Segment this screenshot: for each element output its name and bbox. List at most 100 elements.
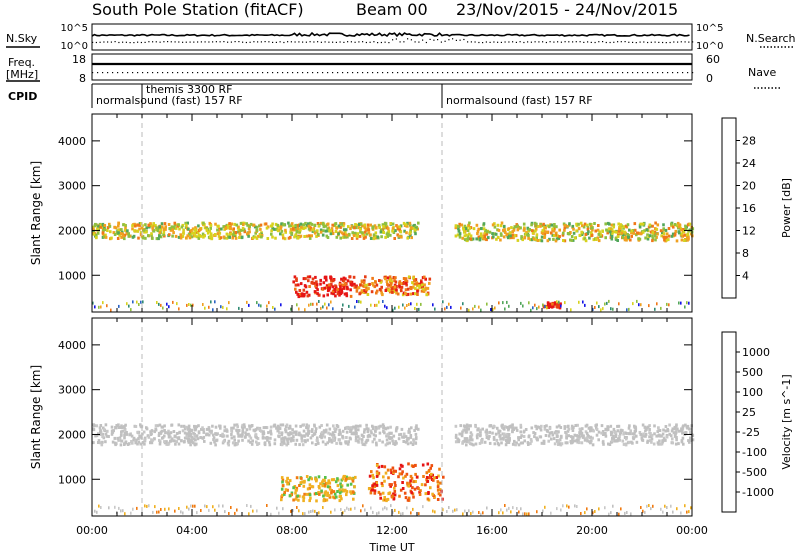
range-gate-cell: [472, 443, 475, 447]
range-gate-cell: [391, 290, 394, 294]
range-gate-cell: [468, 509, 470, 513]
range-gate-cell: [595, 428, 599, 431]
range-gate-cell: [286, 482, 289, 486]
range-gate-cell: [675, 424, 678, 428]
range-gate-cell: [567, 424, 570, 428]
range-gate-cell: [304, 308, 306, 312]
range-gate-cell: [376, 235, 379, 239]
n-search-point: [572, 41, 574, 43]
range-gate-cell: [572, 227, 575, 231]
range-gate-cell: [144, 223, 147, 227]
range-gate-cell: [501, 423, 504, 427]
range-gate-cell: [534, 229, 537, 233]
range-gate-cell: [249, 440, 252, 444]
range-gate-cell: [269, 425, 273, 429]
range-gate-cell: [570, 238, 574, 242]
range-gate-cell: [665, 232, 669, 236]
range-gate-cell: [209, 235, 212, 239]
range-gate-cell: [468, 308, 470, 312]
nave-point: [657, 72, 659, 74]
n-search-point: [140, 41, 142, 44]
range-gate-cell: [385, 280, 389, 283]
nave-point: [467, 72, 469, 74]
range-gate-cell: [631, 432, 635, 436]
range-gate-cell: [195, 235, 199, 239]
range-gate-cell: [382, 429, 385, 433]
range-gate-cell: [552, 234, 556, 238]
n-search-point: [617, 41, 619, 43]
range-gate-cell: [258, 233, 262, 237]
range-gate-cell: [551, 233, 555, 237]
range-gate-cell: [169, 228, 173, 232]
range-gate-cell: [236, 425, 239, 429]
range-gate-cell: [398, 228, 402, 232]
range-gate-cell: [226, 226, 229, 230]
range-gate-cell: [426, 479, 430, 483]
range-gate-cell: [531, 231, 535, 235]
range-gate-cell: [102, 229, 105, 233]
range-gate-cell: [609, 424, 613, 428]
range-gate-cell: [618, 435, 621, 438]
range-gate-cell: [553, 227, 556, 231]
range-gate-cell: [463, 234, 467, 238]
range-gate-cell: [430, 472, 433, 476]
range-gate-cell: [136, 430, 139, 434]
range-gate-cell: [294, 283, 298, 287]
range-gate-cell: [295, 279, 298, 282]
range-gate-cell: [486, 302, 488, 306]
range-gate-cell: [437, 492, 441, 496]
range-gate-cell: [547, 304, 550, 308]
range-gate-cell: [688, 222, 692, 226]
range-gate-cell: [652, 442, 656, 446]
range-gate-cell: [478, 434, 482, 438]
range-gate-cell: [501, 436, 504, 440]
nave-point: [312, 72, 314, 74]
range-gate-cell: [551, 227, 554, 231]
range-gate-cell: [557, 441, 560, 445]
range-gate-cell: [118, 304, 120, 308]
range-gate-cell: [534, 227, 538, 231]
range-gate-cell: [186, 505, 188, 509]
range-gate-cell: [462, 302, 464, 306]
range-gate-cell: [585, 431, 589, 435]
range-gate-cell: [625, 238, 628, 242]
range-gate-cell: [290, 491, 294, 495]
range-gate-cell: [639, 432, 642, 436]
range-gate-cell: [424, 286, 428, 290]
range-gate-cell: [360, 509, 362, 513]
range-gate-cell: [298, 443, 301, 447]
range-gate-cell: [419, 489, 422, 493]
range-gate-cell: [498, 434, 501, 438]
range-gate-cell: [382, 426, 385, 430]
range-gate-cell: [686, 235, 689, 239]
range-gate-cell: [462, 512, 464, 516]
range-gate-cell: [605, 228, 608, 232]
range-gate-cell: [94, 509, 96, 513]
range-gate-cell: [651, 234, 654, 238]
velocity-colorbar-tick-label: -500: [742, 466, 767, 479]
range-gate-cell: [354, 506, 356, 510]
range-gate-cell: [439, 493, 442, 497]
range-gate-cell: [393, 285, 397, 289]
range-gate-cell: [264, 426, 268, 429]
range-gate-cell: [289, 431, 292, 435]
range-gate-cell: [258, 303, 260, 307]
range-gate-cell: [296, 227, 299, 231]
nave-point: [282, 72, 284, 74]
range-gate-cell: [398, 494, 401, 498]
range-gate-cell: [370, 506, 372, 510]
range-gate-cell: [508, 304, 510, 308]
range-gate-cell: [619, 428, 623, 432]
range-gate-cell: [587, 426, 591, 430]
range-gate-cell: [589, 435, 592, 439]
range-gate-cell: [180, 424, 183, 428]
range-gate-cell: [369, 237, 373, 240]
range-gate-cell: [252, 428, 256, 432]
range-gate-cell: [434, 510, 436, 514]
range-gate-cell: [541, 229, 544, 233]
range-gate-cell: [197, 431, 201, 435]
range-gate-cell: [670, 222, 673, 226]
range-gate-cell: [300, 225, 303, 229]
n-search-point: [294, 41, 296, 43]
nave-point: [92, 72, 94, 74]
